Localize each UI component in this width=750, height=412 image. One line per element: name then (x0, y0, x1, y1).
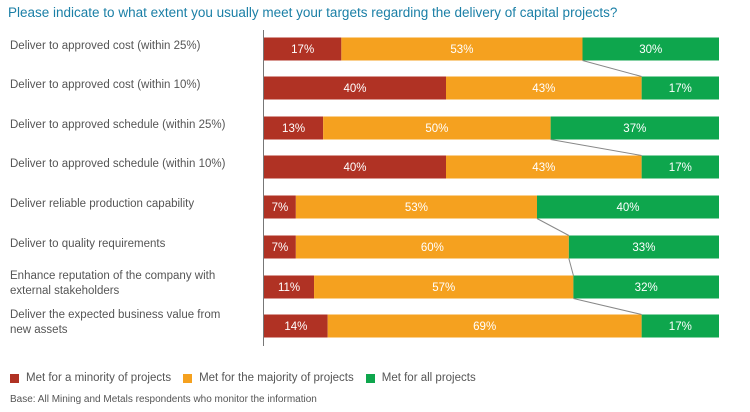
legend-swatch-minority (10, 373, 19, 383)
data-label-row3-series1: 13% (282, 123, 305, 135)
bar-segment-row2-series1 (264, 76, 446, 100)
bar-segment-row2-series3 (641, 76, 719, 100)
connector-line-5 (573, 298, 642, 315)
bar-segment-row1-series1 (264, 37, 342, 61)
data-label-row3-series2: 50% (425, 123, 448, 135)
legend-label-minority: Met for a minority of projects (26, 372, 172, 384)
footnote: Base: All Mining and Metals respondents … (10, 394, 317, 405)
row-label-line: Deliver reliable production capability (10, 197, 195, 210)
bar-segment-row5-series1 (264, 195, 296, 219)
row-label-6: Deliver to quality requirements (10, 237, 255, 252)
bar-segment-row3-series3 (550, 116, 719, 140)
bar-segment-row1-series3 (582, 37, 719, 61)
data-label-row4-series2: 43% (532, 162, 555, 174)
data-label-row3-series3: 37% (623, 123, 646, 135)
legend-swatch-all (365, 373, 375, 383)
legend-item-majority: Met for the majority of projects (183, 372, 354, 384)
data-label-row4-series3: 17% (669, 162, 692, 174)
bar-segment-row8-series2 (327, 314, 642, 338)
data-label-row7-series3: 32% (635, 282, 658, 294)
bar-segment-row6-series1 (264, 235, 296, 259)
connector-line-3 (536, 218, 570, 236)
row-label-7: Enhance reputation of the company with ex… (10, 269, 255, 299)
row-label-line: new assets (10, 324, 68, 336)
bar-segment-row5-series3 (537, 195, 719, 219)
bar-segment-row4-series2 (446, 155, 642, 179)
connector-line-1 (582, 60, 642, 77)
data-label-row8-series1: 14% (284, 321, 307, 333)
row-label-3: Deliver to approved schedule (within 25%… (10, 118, 255, 133)
data-label-row1-series3: 30% (639, 44, 662, 56)
bar-segment-row8-series3 (641, 314, 719, 338)
bar-segment-row7-series1 (264, 275, 315, 299)
bar-segment-row4-series1 (264, 155, 446, 179)
data-label-row1-series1: 17% (291, 44, 314, 56)
data-label-row4-series1: 40% (343, 162, 366, 174)
data-label-row8-series2: 69% (473, 321, 496, 333)
chart-title: Please indicate to what extent you usual… (8, 5, 618, 20)
row-label-line: external stakeholders (10, 285, 120, 297)
row-label-line: Deliver to approved cost (within 25%) (10, 39, 201, 52)
bar-segment-row1-series2 (341, 37, 583, 61)
legend-label-majority: Met for the majority of projects (199, 372, 354, 384)
data-label-row8-series3: 17% (669, 321, 692, 333)
data-label-row5-series3: 40% (616, 202, 639, 214)
row-label-line: Deliver to approved schedule (within 10%… (10, 157, 226, 170)
bar-segment-row6-series3 (568, 235, 719, 259)
bar-segment-row4-series3 (641, 155, 719, 179)
data-label-row6-series3: 33% (632, 242, 655, 254)
row-label-line: Deliver to quality requirements (10, 237, 166, 250)
bar-segment-row3-series2 (323, 116, 551, 140)
legend: Met for a minority of projects Met for t… (10, 372, 476, 384)
data-label-row7-series2: 57% (432, 282, 455, 294)
row-label-1: Deliver to approved cost (within 25%) (10, 39, 255, 54)
row-label-line: Deliver the expected business value from (10, 309, 221, 321)
connector-line-2 (550, 139, 642, 156)
row-label-5: Deliver reliable production capability (10, 197, 255, 212)
row-label-8: Deliver the expected business value from… (10, 308, 255, 338)
legend-item-all: Met for all projects (365, 372, 476, 384)
row-label-line: Deliver to approved schedule (within 25%… (10, 118, 226, 131)
bar-segment-row2-series2 (446, 76, 642, 100)
row-label-line: Deliver to approved cost (within 10%) (10, 78, 201, 91)
data-label-row7-series1: 11% (278, 282, 300, 294)
bar-segment-row5-series2 (295, 195, 537, 219)
legend-swatch-majority (183, 373, 193, 383)
data-label-row2-series3: 17% (669, 83, 692, 95)
data-label-row1-series2: 53% (450, 44, 473, 56)
bar-segment-row7-series3 (573, 275, 719, 299)
legend-item-minority: Met for a minority of projects (10, 372, 171, 384)
bar-segment-row7-series2 (314, 275, 574, 299)
row-label-2: Deliver to approved cost (within 10%) (10, 78, 255, 93)
data-label-row6-series2: 60% (421, 242, 444, 254)
bar-segment-row3-series1 (264, 116, 324, 140)
bar-segment-row8-series1 (264, 314, 328, 338)
data-label-row2-series2: 43% (532, 83, 555, 95)
bar-segment-row6-series2 (295, 235, 569, 259)
connector-line-4 (568, 258, 574, 276)
row-label-line: Enhance reputation of the company with (10, 270, 216, 282)
data-label-row5-series2: 53% (405, 202, 428, 214)
row-label-4: Deliver to approved schedule (within 10%… (10, 157, 255, 172)
data-label-row6-series1: 7% (272, 242, 289, 254)
data-label-row5-series1: 7% (272, 202, 289, 214)
legend-label-all: Met for all projects (381, 372, 476, 384)
data-label-row2-series1: 40% (343, 83, 366, 95)
